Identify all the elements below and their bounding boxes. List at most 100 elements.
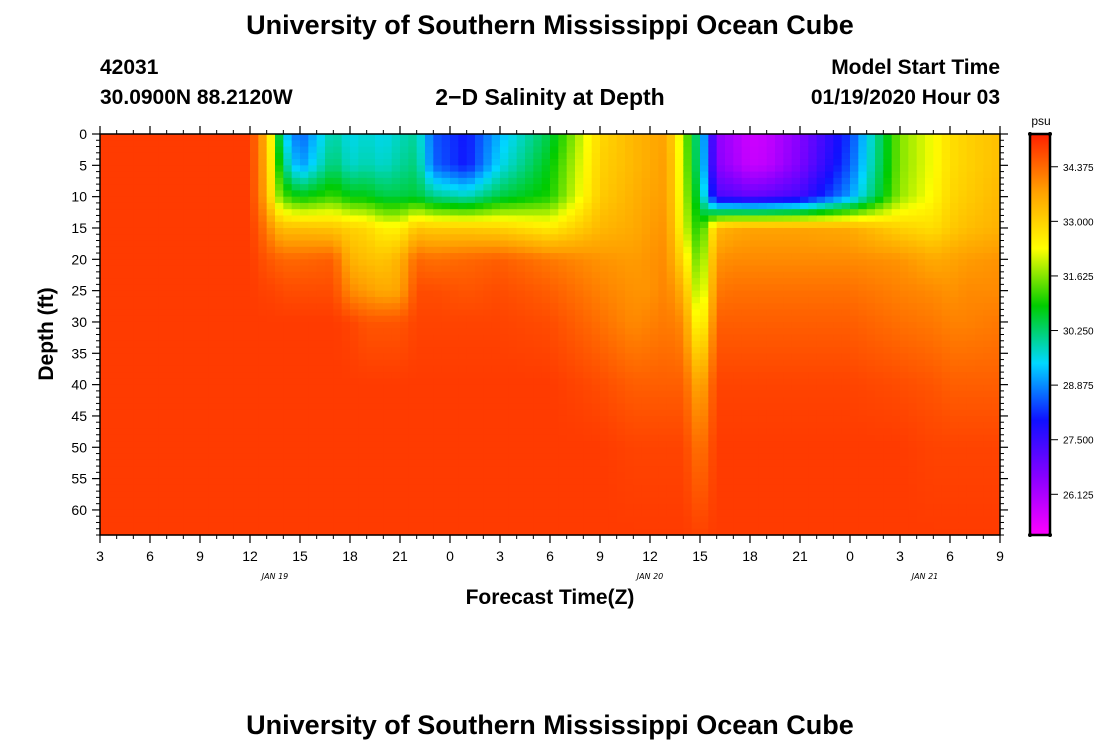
- heatmap-cell: [300, 240, 309, 248]
- heatmap-cell: [350, 428, 359, 436]
- heatmap-cell: [666, 303, 676, 311]
- heatmap-cell: [158, 215, 168, 223]
- heatmap-cell: [133, 215, 143, 223]
- heatmap-cell: [691, 303, 701, 311]
- heatmap-cell: [225, 397, 234, 405]
- heatmap-cell: [416, 522, 426, 530]
- heatmap-cell: [691, 284, 701, 292]
- heatmap-cell: [650, 522, 659, 530]
- heatmap-cell: [283, 372, 293, 379]
- heatmap-cell: [133, 196, 143, 204]
- heatmap-cell: [391, 478, 401, 486]
- heatmap-cell: [416, 516, 426, 524]
- heatmap-cell: [541, 284, 551, 292]
- heatmap-cell: [441, 409, 451, 417]
- heatmap-cell: [600, 397, 609, 405]
- heatmap-cell: [308, 378, 318, 386]
- heatmap-cell: [475, 390, 484, 398]
- heatmap-cell: [450, 428, 459, 436]
- heatmap-cell: [116, 227, 126, 235]
- heatmap-cell: [450, 372, 459, 379]
- heatmap-cell: [141, 140, 151, 148]
- heatmap-cell: [450, 253, 459, 260]
- heatmap-cell: [666, 265, 676, 273]
- heatmap-cell: [641, 365, 651, 373]
- heatmap-cell: [216, 516, 226, 524]
- heatmap-cell: [633, 159, 643, 166]
- heatmap-cell: [691, 328, 701, 336]
- heatmap-cell: [316, 447, 326, 455]
- heatmap-cell: [550, 447, 559, 455]
- heatmap-cell: [383, 397, 393, 405]
- heatmap-cell: [566, 196, 576, 204]
- heatmap-cell: [316, 328, 326, 336]
- heatmap-cell: [583, 253, 593, 260]
- heatmap-cell: [200, 159, 209, 166]
- heatmap-cell: [516, 209, 526, 217]
- heatmap-cell: [608, 209, 618, 217]
- heatmap-cell: [466, 259, 476, 267]
- heatmap-cell: [566, 315, 576, 323]
- heatmap-cell: [525, 240, 534, 248]
- heatmap-cell: [533, 522, 543, 530]
- heatmap-cell: [258, 146, 268, 154]
- heatmap-cell: [733, 453, 743, 461]
- heatmap-cell: [466, 290, 476, 298]
- heatmap-cell: [225, 278, 234, 285]
- heatmap-cell: [100, 303, 109, 311]
- heatmap-cell: [558, 265, 568, 273]
- heatmap-cell: [150, 215, 159, 223]
- heatmap-cell: [675, 397, 684, 405]
- heatmap-cell: [241, 353, 251, 361]
- heatmap-cell: [683, 497, 693, 505]
- heatmap-cell: [483, 171, 493, 179]
- heatmap-cell: [500, 159, 509, 166]
- heatmap-cell: [733, 315, 743, 323]
- heatmap-cell: [350, 340, 359, 348]
- heatmap-cell: [566, 459, 576, 467]
- heatmap-cell: [725, 359, 734, 367]
- heatmap-cell: [400, 271, 409, 279]
- heatmap-cell: [491, 372, 501, 379]
- heatmap-cell: [633, 202, 643, 210]
- heatmap-cell: [116, 265, 126, 273]
- heatmap-cell: [400, 384, 409, 392]
- heatmap-cell: [508, 227, 518, 235]
- heatmap-cell: [575, 428, 584, 436]
- heatmap-cell: [133, 353, 143, 361]
- heatmap-cell: [708, 271, 718, 279]
- heatmap-cell: [425, 152, 434, 160]
- heatmap-cell: [133, 434, 143, 442]
- heatmap-cell: [516, 509, 526, 517]
- heatmap-cell: [375, 184, 384, 191]
- heatmap-cell: [541, 340, 551, 348]
- heatmap-cell: [366, 209, 376, 217]
- heatmap-cell: [308, 415, 318, 423]
- heatmap-cell: [616, 384, 626, 392]
- heatmap-cell: [633, 353, 643, 361]
- heatmap-cell: [741, 403, 751, 411]
- heatmap-cell: [566, 466, 576, 473]
- heatmap-cell: [608, 447, 618, 455]
- heatmap-cell: [391, 284, 401, 292]
- heatmap-cell: [183, 453, 193, 461]
- heatmap-cell: [541, 415, 551, 423]
- heatmap-cell: [325, 491, 334, 499]
- heatmap-cell: [716, 140, 726, 148]
- heatmap-cell: [141, 378, 151, 386]
- heatmap-cell: [308, 503, 318, 511]
- heatmap-cell: [350, 165, 359, 173]
- heatmap-cell: [183, 240, 193, 248]
- heatmap-cell: [625, 384, 634, 392]
- heatmap-cell: [100, 165, 109, 173]
- heatmap-cell: [266, 428, 276, 436]
- heatmap-cell: [741, 466, 751, 473]
- heatmap-cell: [225, 290, 234, 298]
- heatmap-cell: [516, 384, 526, 392]
- heatmap-cell: [383, 422, 393, 430]
- heatmap-cell: [450, 422, 459, 430]
- heatmap-cell: [541, 497, 551, 505]
- heatmap-cell: [616, 202, 626, 210]
- heatmap-cell: [616, 422, 626, 430]
- heatmap-cell: [491, 491, 501, 499]
